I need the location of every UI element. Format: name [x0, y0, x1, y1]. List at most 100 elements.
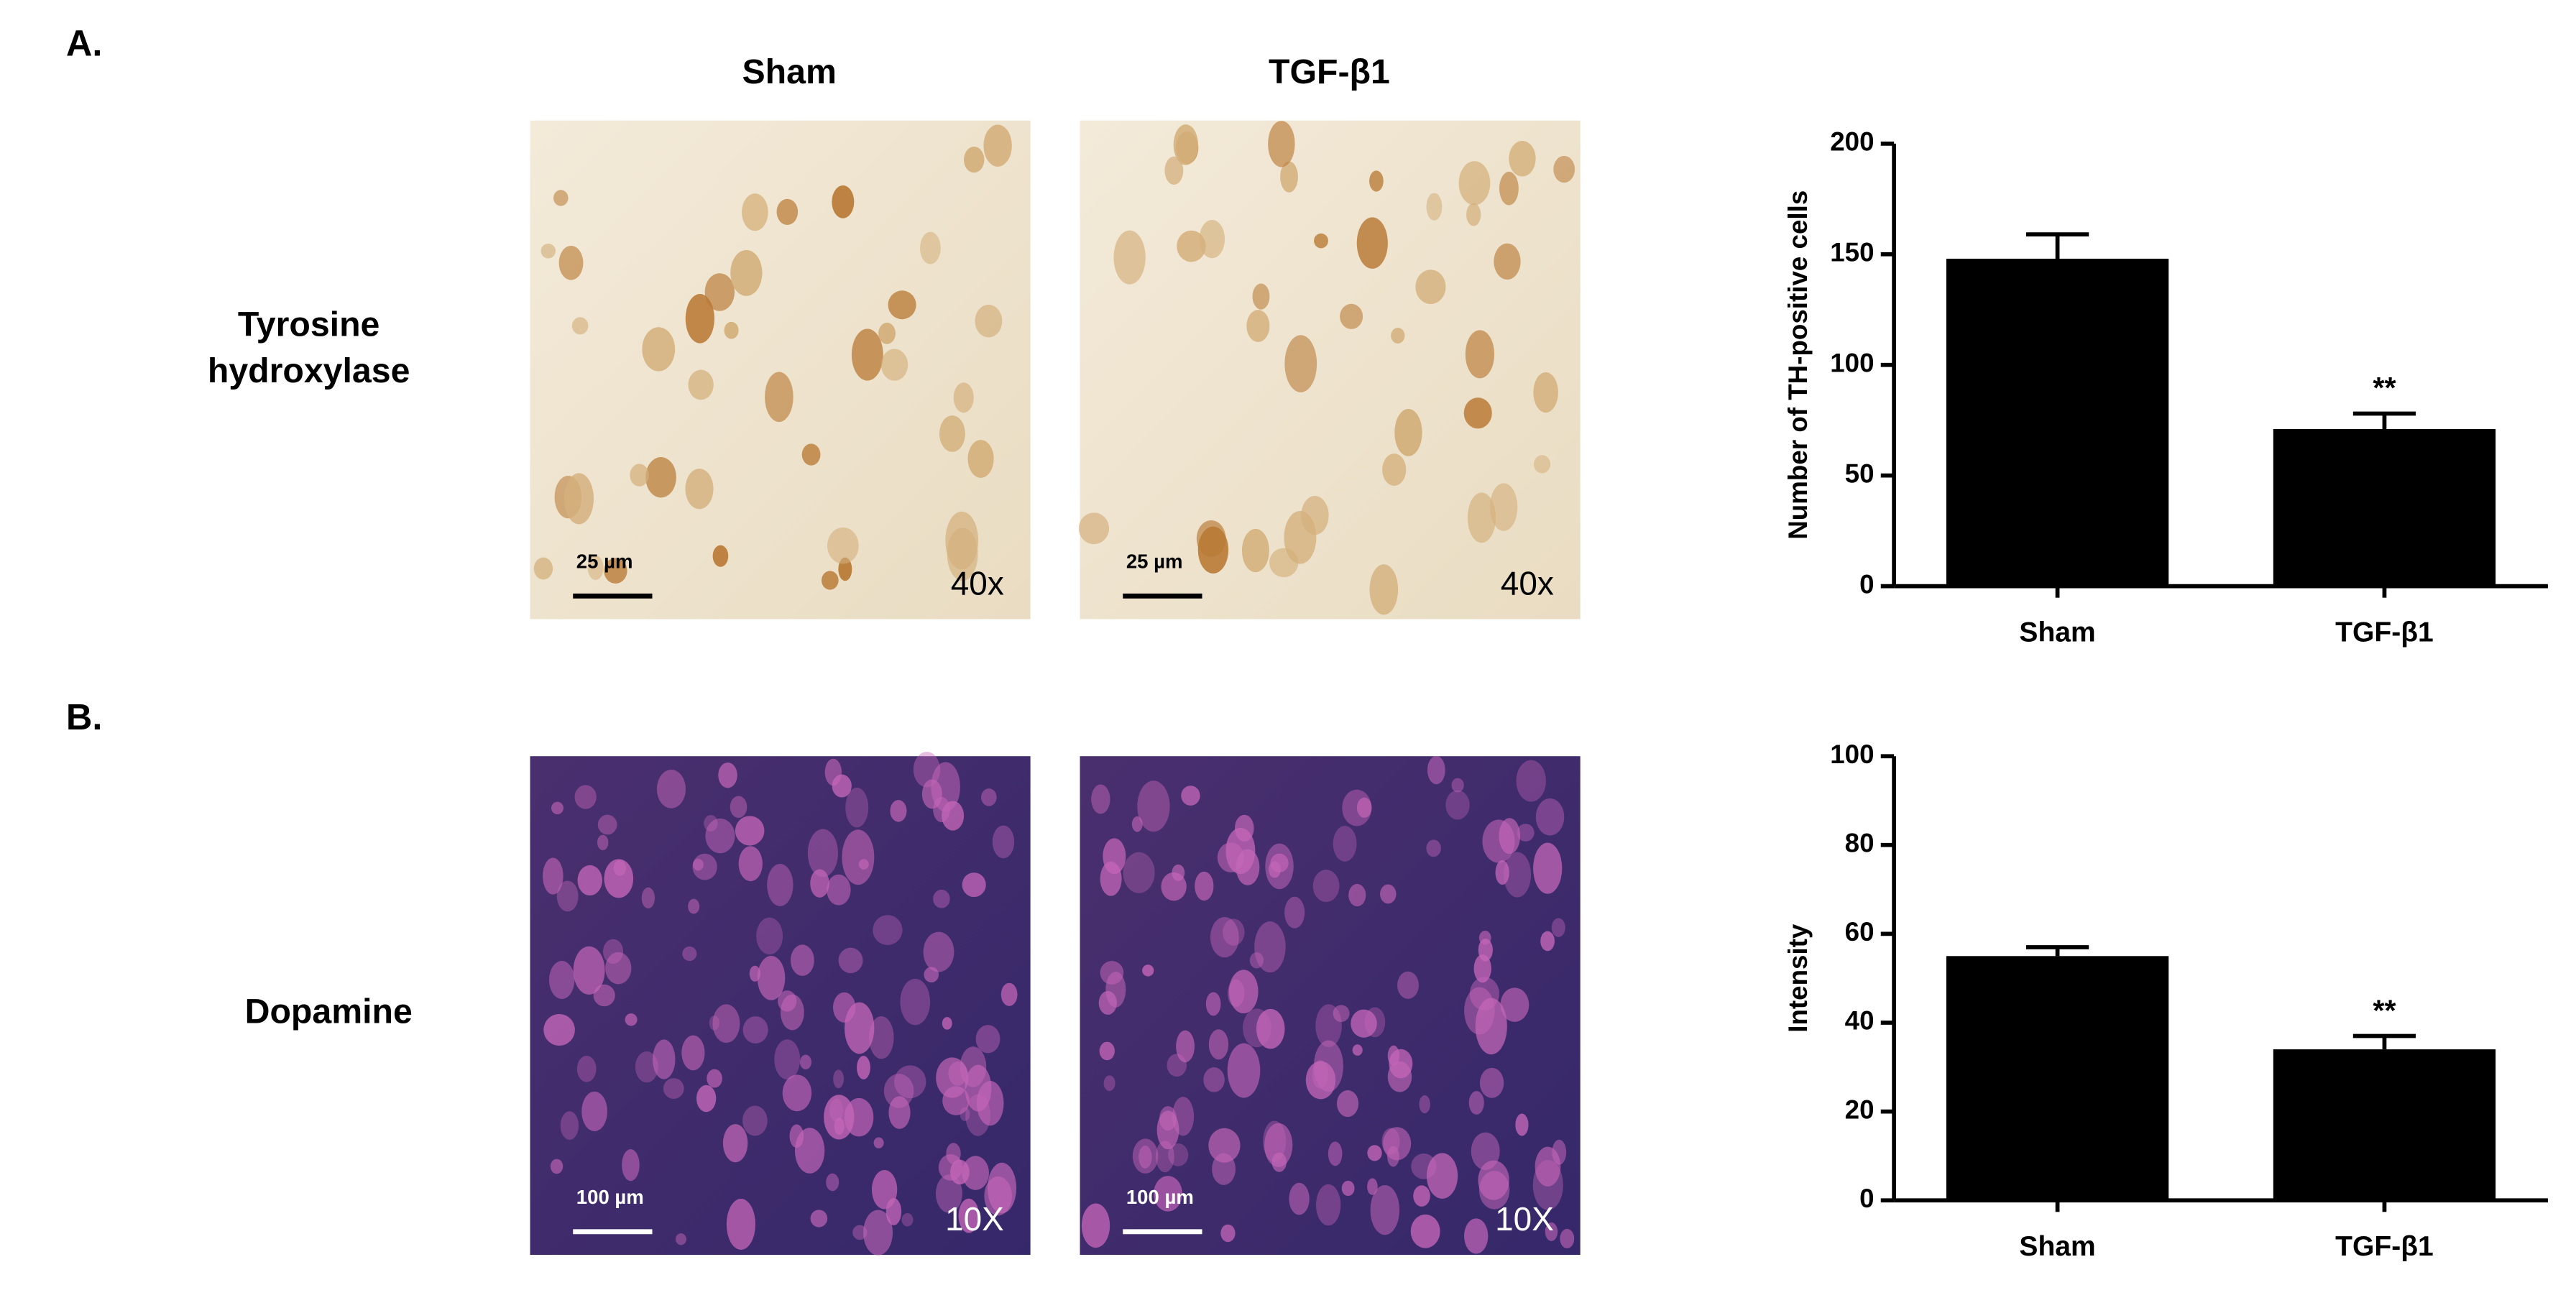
cell: [827, 527, 859, 564]
micrograph: 25 µm 40x: [530, 120, 1031, 620]
cell: [945, 511, 979, 570]
y-tick-label: 150: [1830, 238, 1874, 267]
cell: [868, 1015, 894, 1059]
cell: [1284, 896, 1305, 929]
cell: [577, 865, 602, 896]
cell: [1000, 982, 1018, 1006]
cell: [844, 1002, 875, 1054]
cell: [543, 857, 564, 895]
cell: [712, 1004, 740, 1044]
column-label: TGF-β1: [1269, 52, 1390, 91]
cell: [742, 193, 768, 231]
cell: [560, 1111, 579, 1140]
x-tick-label: TGF-β1: [2335, 617, 2434, 648]
cell: [738, 846, 763, 882]
cell: [696, 1084, 717, 1113]
bar: [1946, 258, 2169, 586]
cell: [1100, 861, 1122, 896]
cell: [1256, 1008, 1285, 1049]
cell: [1415, 270, 1446, 305]
cell: [1478, 939, 1493, 962]
cell: [1177, 230, 1206, 262]
cell: [1356, 217, 1388, 269]
cell: [1333, 1005, 1350, 1023]
cell: [1397, 971, 1419, 999]
x-tick-label: Sham: [2019, 1231, 2095, 1262]
y-tick-label: 80: [1845, 829, 1874, 858]
cell: [1223, 918, 1245, 946]
cell: [1199, 219, 1225, 259]
cell: [1081, 1203, 1110, 1248]
cell: [1533, 372, 1558, 413]
cell: [799, 1054, 811, 1070]
cell: [938, 1154, 963, 1181]
cell: [1301, 496, 1329, 535]
cell: [1426, 1153, 1458, 1199]
cell: [1254, 921, 1286, 973]
cell: [821, 571, 839, 590]
cell: [1499, 818, 1521, 855]
y-tick-label: 0: [1859, 1184, 1874, 1213]
cell: [1479, 1067, 1504, 1098]
cell: [1164, 156, 1184, 185]
scale-bar-label: 100 µm: [576, 1186, 644, 1208]
cell: [1205, 992, 1221, 1016]
cell: [1370, 1185, 1400, 1235]
cell: [1132, 1138, 1159, 1174]
cell: [1473, 954, 1491, 983]
cell: [923, 931, 954, 972]
cell: [1369, 564, 1399, 615]
cell: [1515, 1113, 1529, 1136]
cell: [1314, 233, 1328, 249]
cell: [1466, 203, 1481, 226]
cell: [1367, 1145, 1382, 1161]
cell: [730, 249, 763, 296]
cell: [829, 1098, 844, 1122]
cell: [931, 762, 960, 812]
cell: [645, 457, 676, 498]
cell: [652, 1039, 676, 1079]
cell: [1410, 1214, 1440, 1248]
cell: [724, 321, 739, 339]
y-tick-label: 100: [1830, 348, 1874, 377]
cell: [604, 859, 634, 898]
cell: [1328, 1141, 1343, 1166]
cell: [1197, 526, 1229, 574]
cell: [597, 814, 617, 835]
cell: [983, 124, 1012, 167]
cell: [1289, 1182, 1310, 1215]
cell: [1100, 961, 1124, 985]
y-tick-label: 100: [1830, 740, 1874, 769]
cell: [1533, 455, 1551, 474]
cell: [810, 1210, 828, 1228]
cell: [1464, 1218, 1489, 1254]
cell: [992, 825, 1015, 859]
cell: [1208, 1029, 1229, 1060]
cell: [1242, 1008, 1271, 1048]
cell: [981, 788, 997, 806]
cell: [1478, 1160, 1509, 1200]
cell: [709, 1015, 719, 1031]
cell: [1517, 824, 1535, 842]
cell: [832, 185, 855, 218]
cell: [1142, 964, 1154, 977]
cell: [880, 349, 908, 381]
cell: [1413, 1185, 1430, 1207]
cell: [1540, 931, 1555, 952]
cell: [878, 322, 896, 344]
cell: [1336, 1090, 1359, 1118]
significance-label: **: [2373, 372, 2396, 405]
cell: [1471, 1132, 1500, 1170]
cell: [1123, 852, 1155, 893]
cell: [890, 800, 907, 822]
cell: [564, 473, 594, 525]
cell: [767, 863, 794, 906]
cell: [1227, 1043, 1261, 1098]
cell: [581, 1091, 607, 1132]
cell: [722, 1124, 748, 1163]
cell: [873, 1137, 884, 1148]
cell: [807, 829, 838, 878]
cell: [1383, 1127, 1412, 1161]
image-background: [1080, 120, 1581, 620]
cell: [1305, 1061, 1336, 1100]
